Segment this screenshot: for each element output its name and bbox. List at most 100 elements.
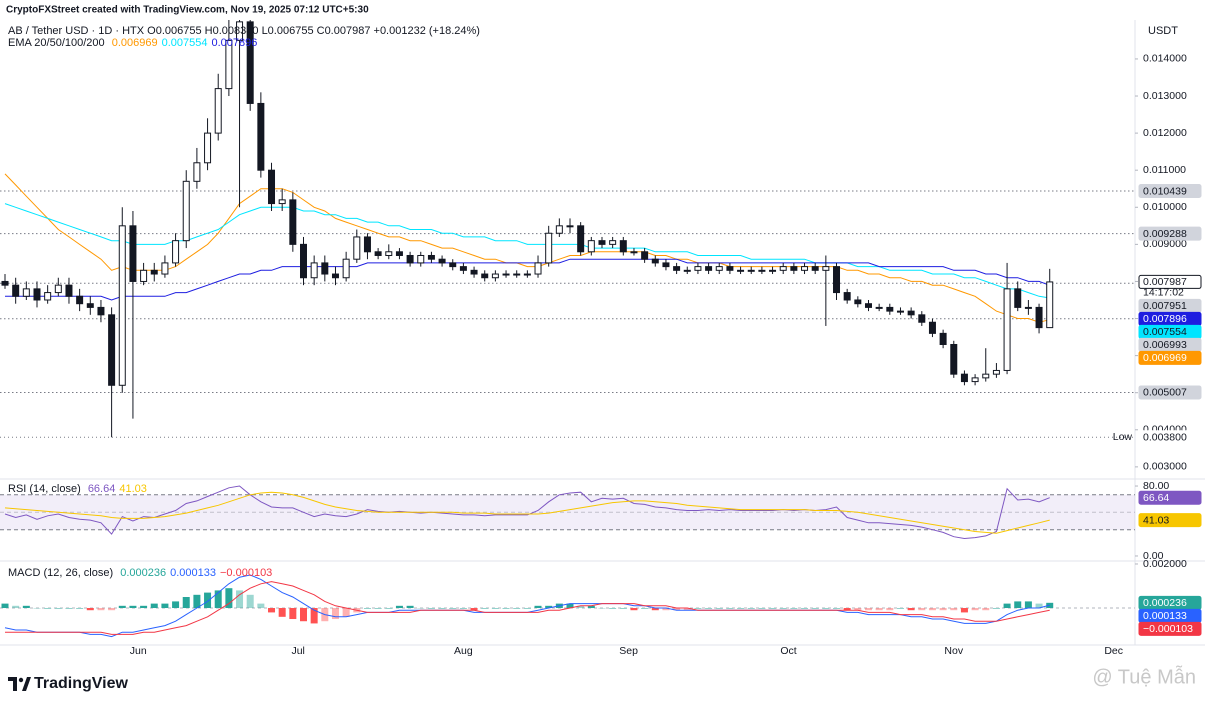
candle-body (417, 254, 425, 264)
candle-body (1024, 306, 1032, 309)
histogram-bar (683, 608, 691, 611)
candle-body (470, 269, 478, 275)
logo: TradingView (8, 675, 129, 692)
candle-body (44, 292, 52, 301)
histogram-bar (481, 608, 489, 609)
histogram-bar (502, 608, 510, 609)
histogram-bar (907, 608, 915, 611)
rsi-pane (0, 485, 1135, 540)
candle-body (598, 240, 606, 245)
candle-body (747, 269, 755, 272)
candle-body (875, 306, 883, 309)
candle-body (811, 266, 819, 271)
histogram-bar (22, 605, 30, 609)
price-label: 0.007987 (1143, 276, 1187, 288)
histogram-bar (715, 608, 723, 609)
histogram-bar (236, 590, 244, 609)
macd-line (5, 581, 1050, 635)
histogram-bar (737, 608, 745, 609)
candle-body (342, 258, 350, 279)
price-label: 0.007554 (1143, 326, 1187, 338)
candle-body (182, 180, 190, 242)
histogram-bar (204, 592, 212, 609)
candle-body (545, 232, 553, 264)
candle-body (992, 369, 1000, 375)
histogram-bar (630, 608, 638, 611)
histogram-bar (385, 608, 393, 609)
ema-legend-value: 0.007896 (211, 37, 257, 49)
candle-body (971, 377, 979, 383)
histogram-bar (214, 590, 222, 609)
histogram-bar (257, 603, 265, 609)
ohlc-high: H0.008340 (205, 25, 259, 37)
macd-legend-value: 0.000236 (120, 567, 166, 579)
x-tick-label: Jun (130, 645, 147, 657)
histogram-bar (822, 608, 830, 609)
candle-body (960, 373, 968, 383)
candle-body (427, 254, 435, 260)
candle-body (97, 306, 105, 316)
rsi-legend: RSI (14, close) 66.64 41.03 (8, 483, 147, 495)
histogram-bar (928, 608, 936, 611)
histogram-bar (76, 608, 84, 609)
ema-legend: EMA 20/50/100/200 0.006969 0.007554 0.0078… (8, 37, 257, 49)
candle-body (683, 269, 691, 272)
histogram-bar (779, 608, 787, 609)
candle-body (1014, 288, 1022, 308)
candle-body (129, 225, 137, 282)
candle-body (331, 273, 339, 279)
price-label: 0.007951 (1143, 300, 1187, 312)
macd-legend-value: −0.000103 (220, 567, 272, 579)
candle-body (737, 269, 745, 272)
candle-body (694, 266, 702, 271)
histogram-bar (1, 603, 9, 609)
credit: CryptoFXStreet created with TradingView.… (6, 5, 369, 16)
histogram-bar (896, 608, 904, 609)
candle-body (758, 269, 766, 272)
rsi-legend-value: 66.64 (88, 483, 116, 495)
candle-body (374, 251, 382, 256)
histogram-bar (331, 608, 339, 620)
histogram-bar (491, 608, 499, 609)
histogram-bar (246, 594, 254, 609)
candle-body (864, 303, 872, 308)
ema-line (4, 203, 1050, 299)
histogram-bar (54, 608, 62, 609)
price-label-box (1138, 490, 1202, 505)
y-tick-label: 0.011000 (1143, 164, 1186, 176)
histogram-bar (801, 608, 809, 609)
candle-body (214, 88, 222, 134)
histogram-bar (225, 588, 233, 609)
candle-body (33, 288, 41, 301)
price-label: 0.000236 (1143, 597, 1187, 609)
logo-mark (8, 677, 17, 691)
currency: USDT (1148, 25, 1178, 37)
candle-body (1035, 306, 1043, 329)
histogram-bar (44, 608, 52, 609)
candle-body (491, 273, 499, 279)
candle-body (363, 236, 371, 253)
macd-title: MACD (12, 26, close) (8, 567, 113, 579)
histogram-bar (161, 603, 169, 609)
histogram-bar (417, 608, 425, 609)
histogram-bar (278, 608, 286, 617)
ohlc-low: L0.006755 (262, 25, 314, 37)
candle-body (108, 314, 116, 386)
histogram-bar (470, 608, 478, 611)
rsi-title: RSI (14, close) (8, 483, 81, 495)
histogram-bar (449, 608, 457, 609)
candle-body (12, 284, 20, 297)
price-label-box (1138, 513, 1202, 528)
histogram-bar (673, 608, 681, 611)
candle-body (236, 21, 244, 41)
countdown: 14:17:02 (1143, 287, 1184, 299)
histogram-bar (726, 608, 734, 609)
candle-body (459, 266, 467, 271)
histogram-bar (694, 608, 702, 609)
candle-body (204, 132, 212, 164)
histogram-bar (374, 608, 382, 609)
candle-body (353, 236, 361, 260)
histogram-bar (129, 605, 137, 609)
histogram-bar (587, 605, 595, 609)
y-tick-label: 0.012000 (1143, 127, 1187, 139)
